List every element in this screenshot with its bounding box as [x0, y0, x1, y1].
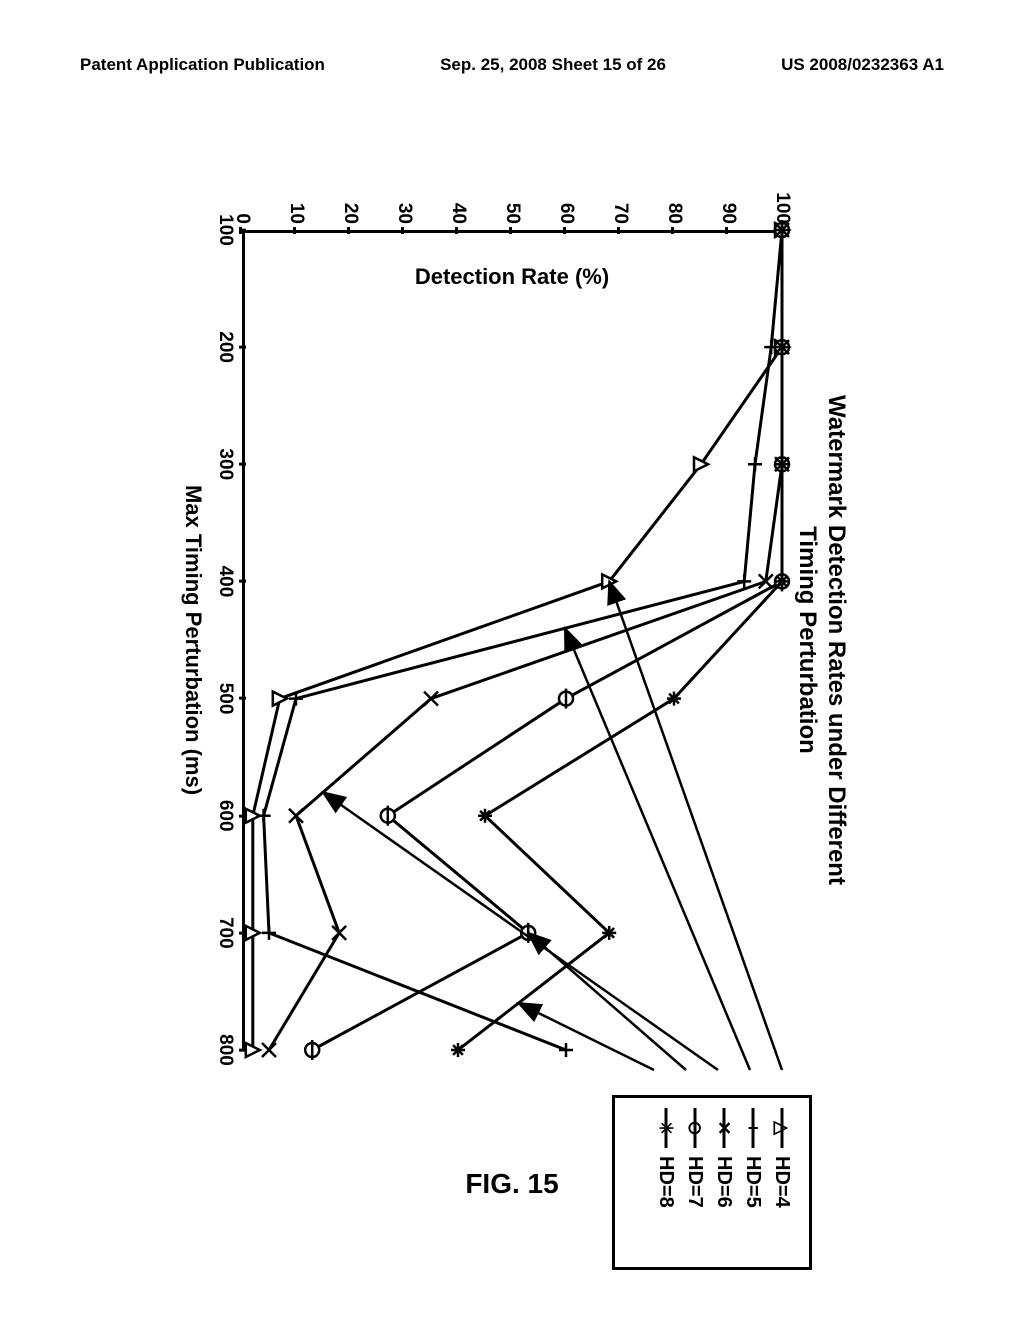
y-tick: 90 [717, 180, 739, 224]
legend-item: ✕ HD=6 [712, 1108, 735, 1257]
x-axis-label: Max Timing Perturbation (ms) [180, 485, 206, 795]
y-tick: 20 [339, 180, 361, 224]
marker-x-icon [289, 809, 303, 823]
legend-marker-plus-icon: + [743, 1108, 763, 1148]
marker-x-icon [333, 926, 347, 940]
legend-arrow [323, 792, 718, 1070]
legend-arrow [519, 1003, 655, 1070]
x-tick: 800 [214, 1034, 236, 1066]
marker-plus-icon [262, 926, 276, 940]
marker-circle-icon [559, 689, 573, 709]
header-right: US 2008/0232363 A1 [781, 55, 944, 75]
legend-label: HD=4 [770, 1156, 793, 1208]
x-tick: 600 [214, 800, 236, 832]
page-header: Patent Application Publication Sep. 25, … [0, 55, 1024, 75]
legend-arrow [565, 628, 750, 1070]
legend-arrow [529, 933, 687, 1070]
header-left: Patent Application Publication [80, 55, 325, 75]
y-tick: 50 [501, 180, 523, 224]
marker-circle-icon [306, 1040, 320, 1060]
y-tick: 100 [771, 180, 793, 224]
legend-box: △ HD=4 + HD=5 ✕ HD=6 ⊖ HD=7 ✳ HD=8 [612, 1095, 812, 1270]
marker-plus-icon [748, 457, 762, 471]
legend-label: HD=6 [712, 1156, 735, 1208]
legend-marker-x-icon: ✕ [714, 1108, 734, 1148]
legend-marker-triangle-icon: △ [772, 1108, 792, 1148]
header-center: Sep. 25, 2008 Sheet 15 of 26 [440, 55, 666, 75]
y-tick: 30 [393, 180, 415, 224]
y-tick: 60 [555, 180, 577, 224]
chart-svg [242, 230, 782, 1050]
marker-plus-icon [257, 809, 271, 823]
legend-marker-circle-icon: ⊖ [685, 1108, 705, 1148]
legend-item: ⊖ HD=7 [683, 1108, 706, 1257]
plot-frame: Detection Rate (%) Max Timing Perturbati… [242, 230, 782, 1050]
marker-x-icon [262, 1043, 276, 1057]
chart-container: Watermark Detection Rates under Differen… [40, 300, 980, 980]
x-tick: 200 [214, 331, 236, 363]
series-line [458, 230, 782, 1050]
y-tick: 10 [285, 180, 307, 224]
x-tick: 700 [214, 917, 236, 949]
x-tick: 300 [214, 448, 236, 480]
legend-item: △ HD=4 [770, 1108, 793, 1257]
legend-item: ✳ HD=8 [654, 1108, 677, 1257]
x-tick: 500 [214, 683, 236, 715]
marker-x-icon [424, 692, 438, 706]
x-tick: 400 [214, 566, 236, 598]
legend-arrow [610, 581, 783, 1070]
legend-item: + HD=5 [741, 1108, 764, 1257]
x-tick: 100 [214, 214, 236, 246]
legend-label: HD=7 [683, 1156, 706, 1208]
figure-caption: FIG. 15 [465, 1168, 558, 1200]
y-tick: 70 [609, 180, 631, 224]
marker-plus-icon [559, 1043, 573, 1057]
y-tick: 80 [663, 180, 685, 224]
legend-label: HD=8 [654, 1156, 677, 1208]
series-line [313, 230, 783, 1050]
marker-circle-icon [381, 806, 395, 826]
legend-label: HD=5 [741, 1156, 764, 1208]
chart-title: Watermark Detection Rates under Differen… [792, 170, 850, 1110]
legend-marker-asterisk-icon: ✳ [656, 1108, 676, 1148]
y-tick: 40 [447, 180, 469, 224]
